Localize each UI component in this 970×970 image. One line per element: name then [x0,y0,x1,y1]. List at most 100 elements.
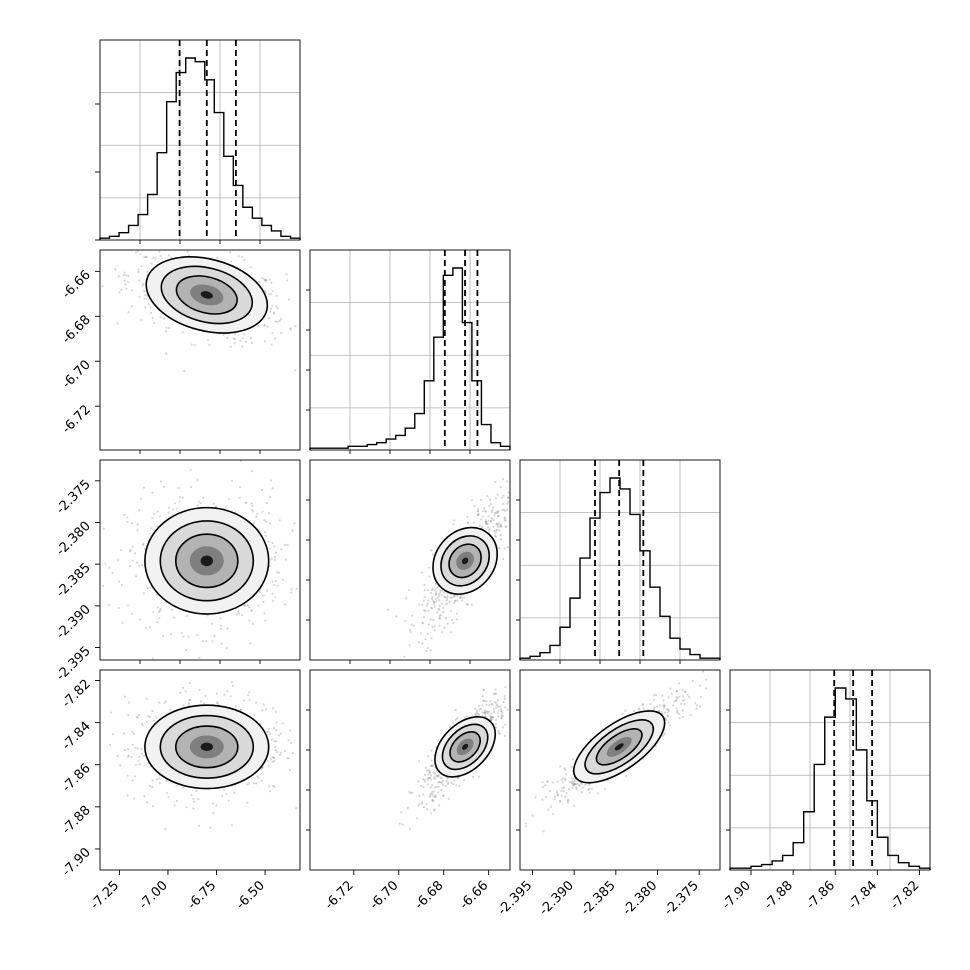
scatter-point [638,708,641,711]
scatter-point [478,524,481,528]
scatter-point [192,797,195,800]
scatter-point [182,786,185,789]
scatter-point [193,800,196,803]
scatter-point [489,502,492,505]
scatter-point [499,705,502,708]
scatter-point [466,521,469,525]
scatter-point [452,621,455,625]
scatter-point [573,779,577,782]
scatter-point [172,508,175,511]
scatter-point [456,594,459,597]
scatter-point [479,707,482,711]
scatter-point [500,716,503,719]
scatter-point [261,510,264,513]
scatter-point [117,606,120,610]
scatter-point [448,600,451,603]
scatter-point [287,739,290,742]
scatter-point [261,766,264,769]
scatter-point [216,701,219,704]
scatter-point [442,794,445,797]
y-tick-label: -6.68 [59,313,93,347]
scatter-point [704,687,707,690]
scatter-point [488,529,491,532]
scatter-point [251,504,254,507]
scatter-point [482,689,485,692]
scatter-point [159,255,162,258]
scatter-point [504,723,507,726]
scatter-point [435,586,439,589]
scatter-point [264,280,267,283]
scatter-point [265,520,268,523]
scatter-point [250,470,253,473]
scatter-point [408,790,411,793]
scatter-point [456,717,459,720]
scatter-point [149,715,152,719]
scatter-point [666,715,669,718]
scatter-point [658,709,661,713]
scatter-point [435,592,438,595]
scatter-point [139,497,142,500]
scatter-point [445,617,448,620]
scatter-point [425,650,428,653]
scatter-point [493,701,496,704]
scatter-point [496,524,499,527]
scatter-point [274,596,277,599]
scatter-point [270,479,273,482]
scatter-point [151,710,154,713]
scatter-point [596,792,600,795]
scatter-point [208,343,211,346]
scatter-point [564,779,567,782]
scatter-point [267,765,270,768]
scatter-point [496,515,500,518]
scatter-point [422,793,425,796]
scatter-point [437,781,440,784]
scatter-point [175,784,178,788]
scatter-point [497,514,500,518]
scatter-point [170,256,173,259]
scatter-point [267,727,270,731]
scatter-point [145,255,148,259]
scatter-point [433,772,436,775]
scatter-point [266,589,269,592]
scatter-point [395,615,398,618]
scatter-point [101,584,104,587]
scatter-point [145,720,149,723]
scatter-point [661,694,664,697]
scatter-point [493,511,496,515]
scatter-point [421,621,424,624]
scatter-point [247,694,250,697]
scatter-point [201,640,204,643]
scatter-point [562,786,566,789]
scatter-point [653,693,656,696]
scatter-point [481,515,484,518]
scatter-point [289,741,292,745]
scatter-point [158,609,162,613]
scatter-point [498,732,501,735]
scatter-point [477,509,480,512]
scatter-point [189,698,192,702]
scatter-point [417,780,420,783]
scatter-point [506,508,509,511]
scatter-point [495,511,498,514]
scatter-panel-frame [519,669,721,871]
scatter-point [481,525,484,528]
scatter-point [205,640,208,643]
scatter-point [655,694,658,697]
scatter-point [452,721,455,724]
scatter-point [565,792,568,795]
scatter-point [496,699,500,702]
scatter-point [444,784,447,788]
scatter-point [294,369,297,372]
scatter-point [487,515,490,518]
scatter-point [222,333,225,336]
scatter-point [448,726,452,729]
scatter-point [681,699,685,702]
scatter-point [489,714,492,718]
scatter-point [443,626,446,629]
scatter-point [179,691,182,694]
scatter-point [502,700,505,704]
scatter-point [423,779,426,782]
scatter-point [155,593,158,596]
scatter-point [269,522,272,525]
scatter-point [430,786,433,789]
